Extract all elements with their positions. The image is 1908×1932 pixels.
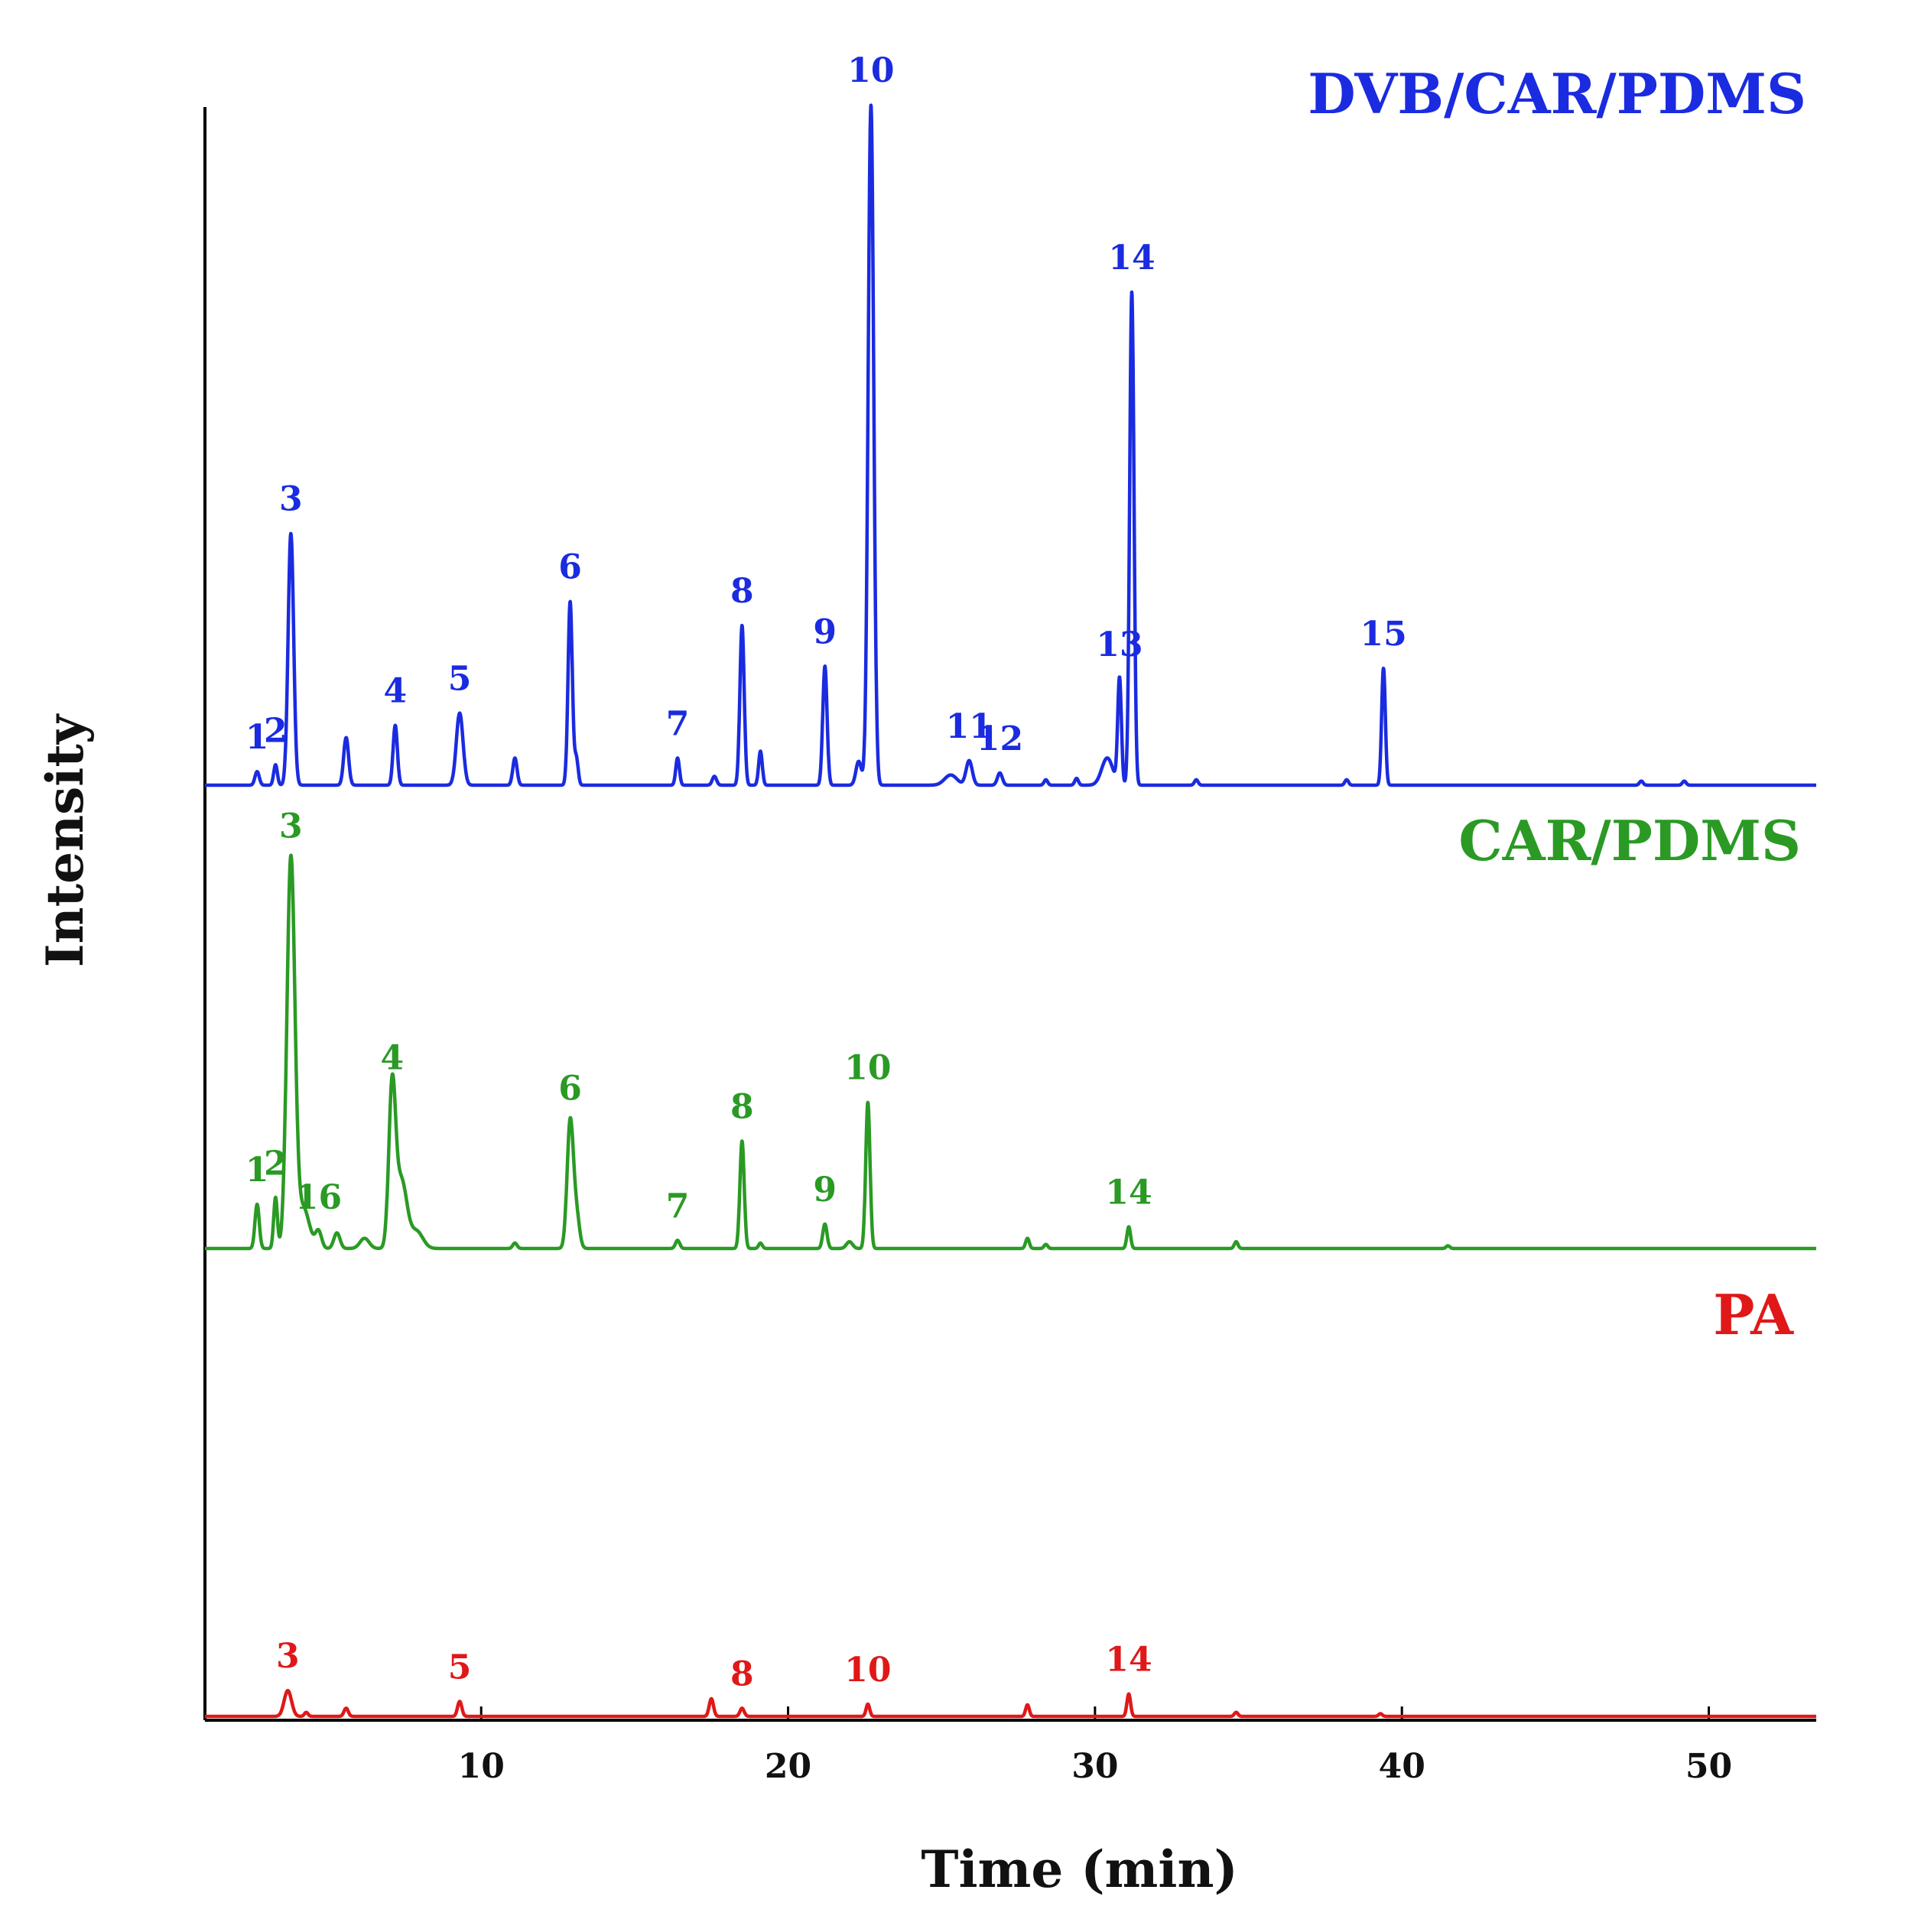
trace-dvb-car-pdms [203,103,1818,787]
peak-label: 2 [264,1144,288,1183]
peak-label: 8 [730,1654,754,1693]
peak-label: 12 [977,719,1023,758]
peak-label: 14 [1105,1174,1152,1213]
peak-label: 3 [279,480,303,519]
peak-label: 4 [384,672,408,711]
peak-label: 1 [245,1151,269,1190]
peak-label: 3 [276,1637,300,1676]
peak-label: 3 [279,807,303,846]
peak-label: 10 [844,1049,891,1088]
peak-label: 2 [264,711,288,750]
x-ticks: 10 20 30 40 50 [458,1706,1732,1786]
peak-label: 7 [666,704,690,743]
x-tick-label: 20 [765,1747,811,1786]
peak-label: 9 [813,1171,837,1210]
peak-label: 6 [558,548,582,587]
peak-label: 4 [381,1038,405,1077]
x-tick-label: 40 [1379,1747,1425,1786]
series-names: DVB/CAR/PDMS CAR/PDMS PA [1308,61,1806,1347]
series-name-pa: PA [1713,1282,1794,1347]
series-name-dvb-car-pdms: DVB/CAR/PDMS [1308,61,1806,126]
peak-label: 7 [666,1187,690,1226]
trace-car-pdms [203,853,1818,1251]
trace-pa [203,1688,1818,1719]
x-tick-label: 30 [1071,1747,1118,1786]
peak-label: 10 [844,1651,891,1690]
x-tick-label: 50 [1685,1747,1732,1786]
peak-label: 8 [730,572,754,611]
axes [203,107,1816,1722]
x-axis-title: Time (min) [921,1839,1237,1899]
peak-label: 1 [245,718,269,757]
x-tick-label: 10 [458,1747,505,1786]
series-traces [203,103,1818,1719]
peak-label: 11 [946,707,993,746]
peak-label: 14 [1105,1641,1152,1680]
peak-label: 13 [1096,625,1143,664]
peak-label: 5 [448,660,472,699]
series-name-car-pdms: CAR/PDMS [1458,808,1801,873]
y-axis-title: Intensity [35,713,95,967]
peak-label: 8 [730,1087,754,1126]
peak-label: 5 [448,1648,472,1687]
peak-label: 14 [1108,239,1155,278]
peak-label: 15 [1360,615,1407,654]
peak-label: 9 [813,612,837,651]
peak-label: 10 [847,51,894,90]
peak-label: 6 [558,1069,582,1108]
peak-label: 16 [295,1178,342,1217]
